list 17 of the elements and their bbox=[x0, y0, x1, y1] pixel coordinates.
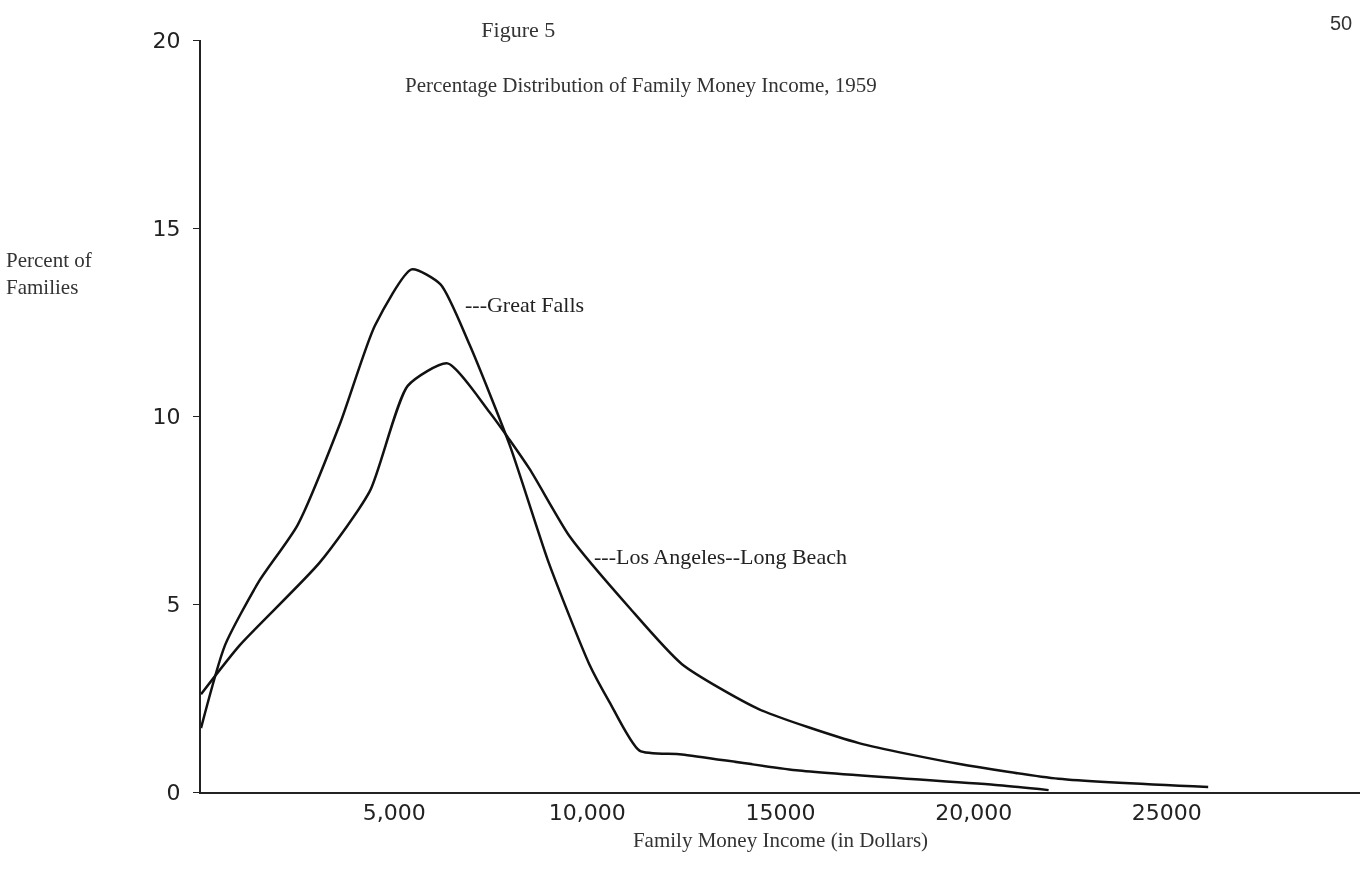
x-tick-label: 25000 bbox=[1131, 800, 1202, 826]
text: Percentage Distribution of Family Money Income, 1959 bbox=[405, 73, 877, 97]
y-tick-label: 5 bbox=[166, 591, 181, 617]
y-tick-label: 15 bbox=[152, 215, 181, 241]
x-axis-title: Family Money Income (in Dollars) bbox=[632, 828, 929, 853]
y-axis-title: Percent of Families bbox=[6, 248, 92, 300]
x-tick-label: 5,000 bbox=[362, 800, 426, 826]
x-tick-label: 20,000 bbox=[935, 800, 1013, 826]
text: 50 bbox=[1330, 12, 1353, 34]
chart-title: Figure 5 bbox=[481, 17, 556, 43]
y-tick-label: 0 bbox=[166, 779, 181, 805]
y-tick-label: 20 bbox=[152, 27, 181, 53]
x-tick-label: 15000 bbox=[745, 800, 816, 826]
series-label: ---Los Angeles--Long Beach bbox=[594, 544, 847, 569]
y-tick-label: 10 bbox=[152, 403, 181, 429]
x-tick-label: 10,000 bbox=[548, 800, 626, 826]
series-label: ---Great Falls bbox=[465, 292, 585, 317]
